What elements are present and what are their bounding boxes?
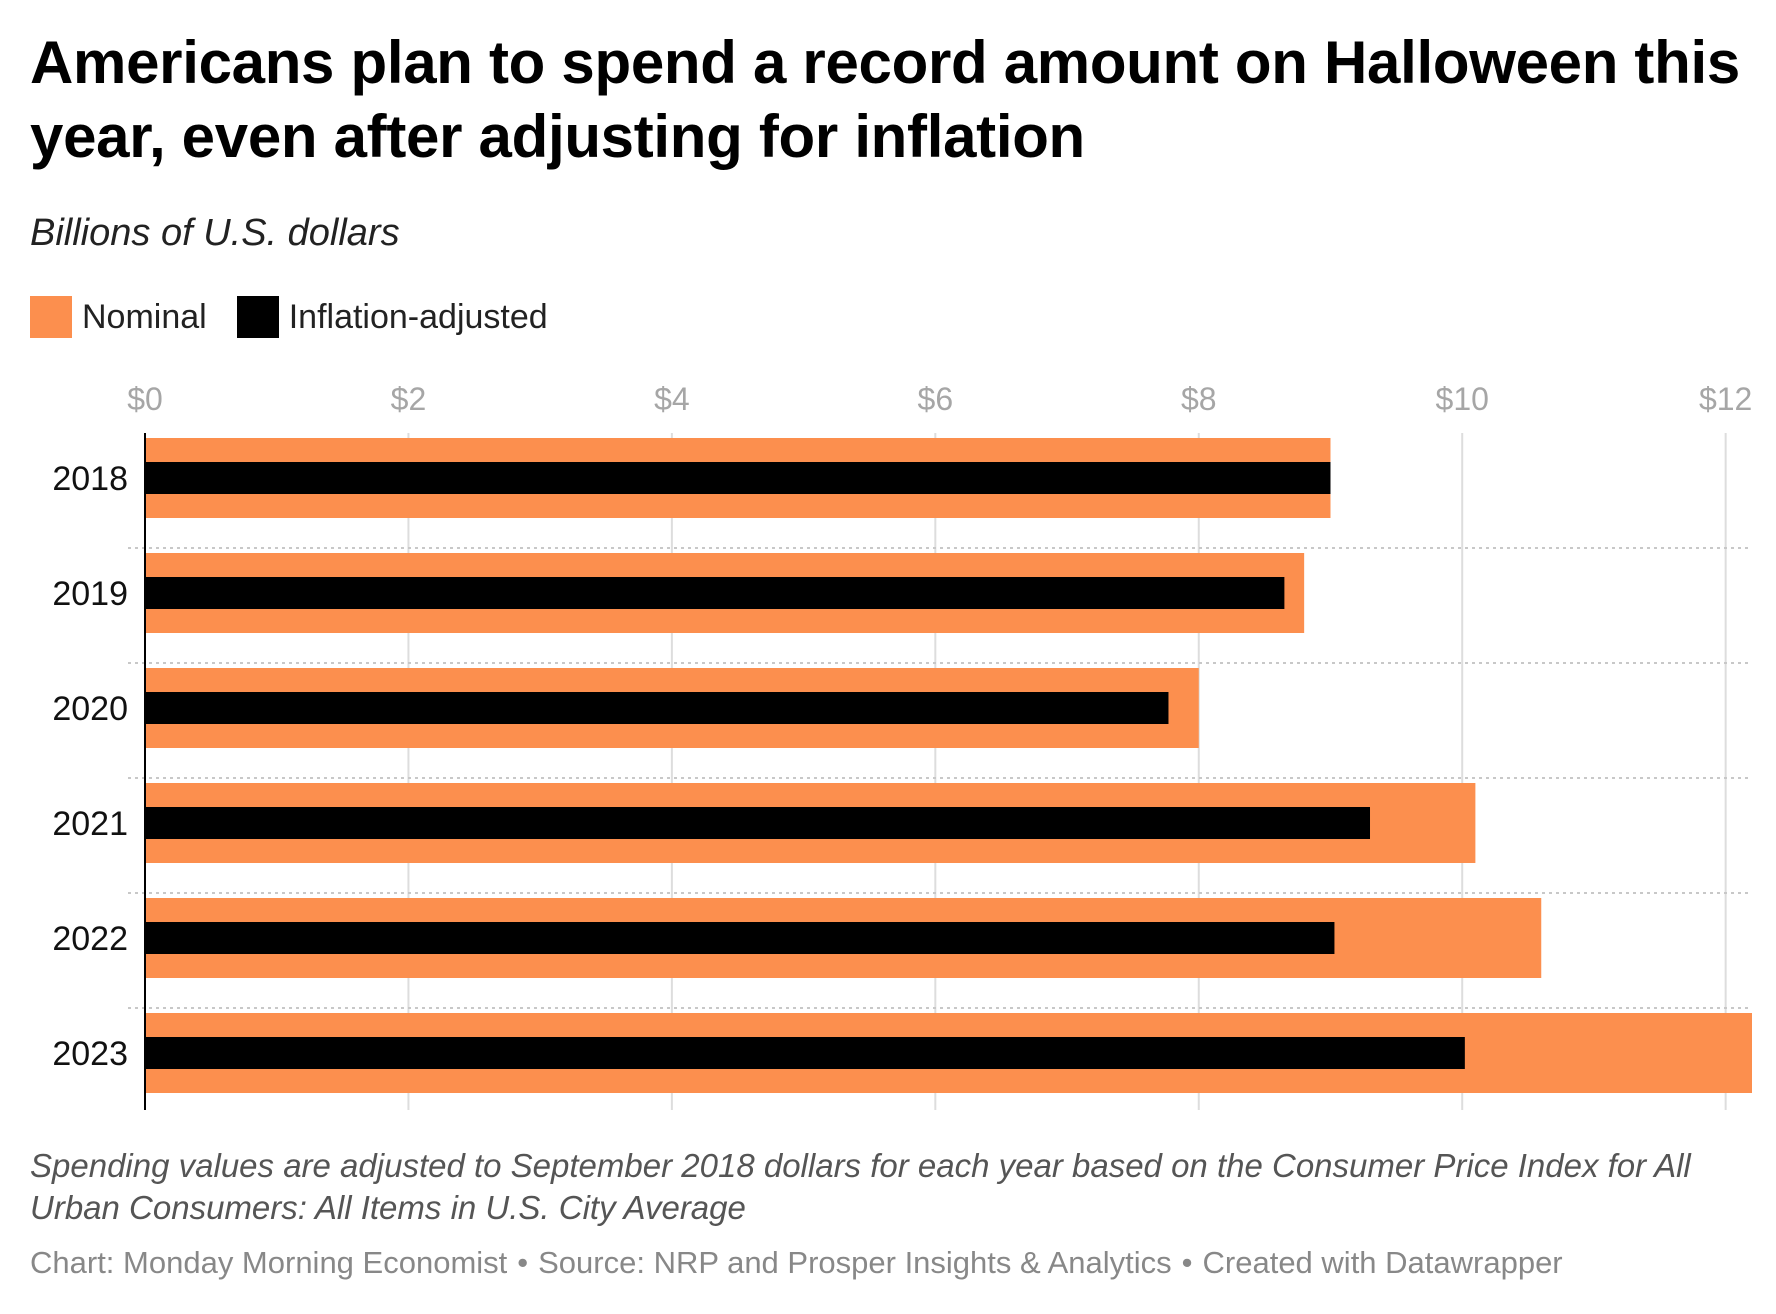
chart-footer: Chart: Monday Morning Economist • Source: … <box>30 1245 1563 1281</box>
bar-inflation-adjusted-2019 <box>145 577 1285 609</box>
category-label-2020: 2020 <box>52 690 128 728</box>
legend-label-nominal: Nominal <box>82 297 207 336</box>
chart-subtitle: Billions of U.S. dollars <box>30 212 400 254</box>
x-tick-label: $8 <box>1181 381 1217 417</box>
bars <box>145 438 1752 1093</box>
legend-swatch-inflation-adjusted <box>236 296 279 338</box>
x-tick-label: $2 <box>391 381 427 417</box>
bar-inflation-adjusted-2020 <box>145 692 1169 724</box>
x-axis-tick-labels: $0 $2 $4 $6 $8 $10 $12 <box>127 381 1752 417</box>
x-tick-label: $4 <box>654 381 690 417</box>
grid-lines <box>128 433 1752 1110</box>
bar-inflation-adjusted-2022 <box>145 922 1335 954</box>
footer-separator: • <box>1181 1245 1193 1280</box>
bar-inflation-adjusted-2018 <box>145 462 1331 494</box>
legend-item-inflation-adjusted: Inflation-adjusted <box>236 296 548 338</box>
x-tick-label: $10 <box>1436 381 1489 417</box>
category-label-2018: 2018 <box>52 460 128 498</box>
bar-inflation-adjusted-2023 <box>145 1037 1465 1069</box>
chart-notes: Spending values are adjusted to Septembe… <box>30 1147 1691 1226</box>
legend-swatch-nominal <box>30 296 72 338</box>
category-label-2022: 2022 <box>52 920 128 958</box>
category-label-2019: 2019 <box>52 575 128 613</box>
legend: Nominal Inflation-adjusted <box>30 294 578 340</box>
legend-label-inflation-adjusted: Inflation-adjusted <box>288 297 548 336</box>
chart-title: Americans plan to spend a record amount … <box>30 29 1740 170</box>
footer-source: Source: NRP and Prosper Insights & Analy… <box>538 1245 1172 1280</box>
x-tick-label: $0 <box>127 381 163 417</box>
footer-tool: Created with Datawrapper <box>1202 1245 1563 1280</box>
x-tick-label: $12 <box>1699 381 1752 417</box>
x-tick-label: $6 <box>918 381 954 417</box>
legend-item-nominal: Nominal <box>30 296 207 338</box>
footer-chart-credit: Chart: Monday Morning Economist <box>30 1245 508 1280</box>
bar-inflation-adjusted-2021 <box>145 807 1371 839</box>
bar-chart: $0 $2 $4 $6 $8 $10 $12 2018 2019 2020 2021 2022 202… <box>52 381 1752 1110</box>
y-axis-category-labels: 2018 2019 2020 2021 2022 2023 <box>52 460 128 1073</box>
category-label-2023: 2023 <box>52 1035 128 1073</box>
footer-separator: • <box>517 1245 529 1280</box>
category-label-2021: 2021 <box>52 805 128 843</box>
